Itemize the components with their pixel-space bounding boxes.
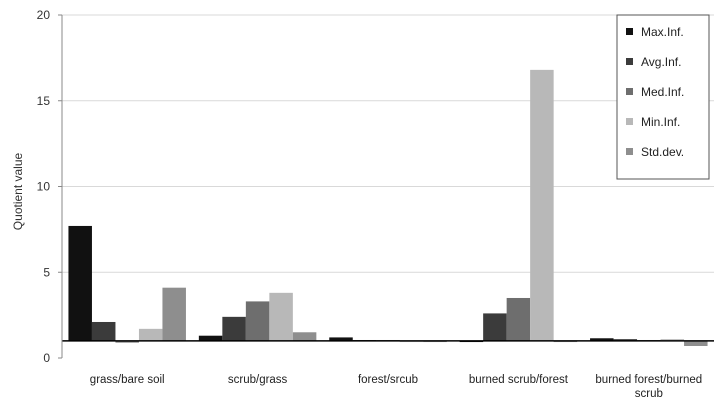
bar-avg-inf — [222, 316, 246, 341]
bar-med-inf — [245, 301, 270, 341]
legend-swatch — [626, 28, 633, 35]
legend-swatch — [626, 148, 633, 155]
legend-label: Med.Inf. — [641, 85, 684, 99]
bar-min-inf — [138, 328, 163, 341]
legend-label: Avg.Inf. — [641, 55, 681, 69]
legend-swatch — [626, 88, 633, 95]
bar-min-inf — [660, 339, 685, 341]
legend-swatch — [626, 58, 633, 65]
x-category-label: grass/bare soil — [90, 374, 165, 386]
x-category-label: burned scrub/forest — [469, 374, 569, 386]
x-category-label: scrub/grass — [228, 374, 288, 386]
legend-label: Min.Inf. — [641, 115, 680, 129]
bar-avg-inf — [613, 339, 638, 341]
y-tick-label: 5 — [43, 265, 50, 279]
x-category-label: forest/srcub — [358, 374, 418, 386]
legend-label: Std.dev. — [641, 145, 684, 159]
bar-min-inf — [530, 69, 554, 341]
bar-std-dev — [684, 340, 708, 346]
legend-label: Max.Inf. — [641, 25, 684, 39]
legend-swatch — [626, 118, 633, 125]
bar-avg-inf — [483, 313, 507, 341]
bar-max-inf — [590, 338, 614, 341]
bar-min-inf — [269, 292, 293, 341]
bar-avg-inf — [91, 321, 116, 341]
y-tick-label: 20 — [37, 8, 51, 22]
x-category-label: burned forest/burned scrub — [595, 374, 702, 399]
bar-std-dev — [162, 287, 186, 341]
bar-med-inf — [115, 340, 139, 343]
y-tick-label: 0 — [43, 351, 50, 365]
bar-max-inf — [329, 337, 353, 341]
x-axis-category-labels: grass/bare soil scrub/grass forest/srcub bu… — [90, 374, 702, 399]
y-tick-label: 15 — [37, 94, 51, 108]
bar-max-inf — [68, 225, 92, 341]
bars — [68, 69, 708, 346]
bar-max-inf — [198, 335, 223, 341]
y-axis-ticks: 0 5 10 15 20 — [37, 8, 62, 365]
bar-std-dev — [292, 332, 317, 341]
gridlines — [62, 14, 714, 273]
y-tick-label: 10 — [37, 180, 51, 194]
legend: Max.Inf. Avg.Inf. Med.Inf. Min.Inf. Std.dev. — [616, 14, 710, 180]
y-axis-title: Quotient value — [11, 152, 25, 230]
bar-med-inf — [506, 297, 531, 341]
